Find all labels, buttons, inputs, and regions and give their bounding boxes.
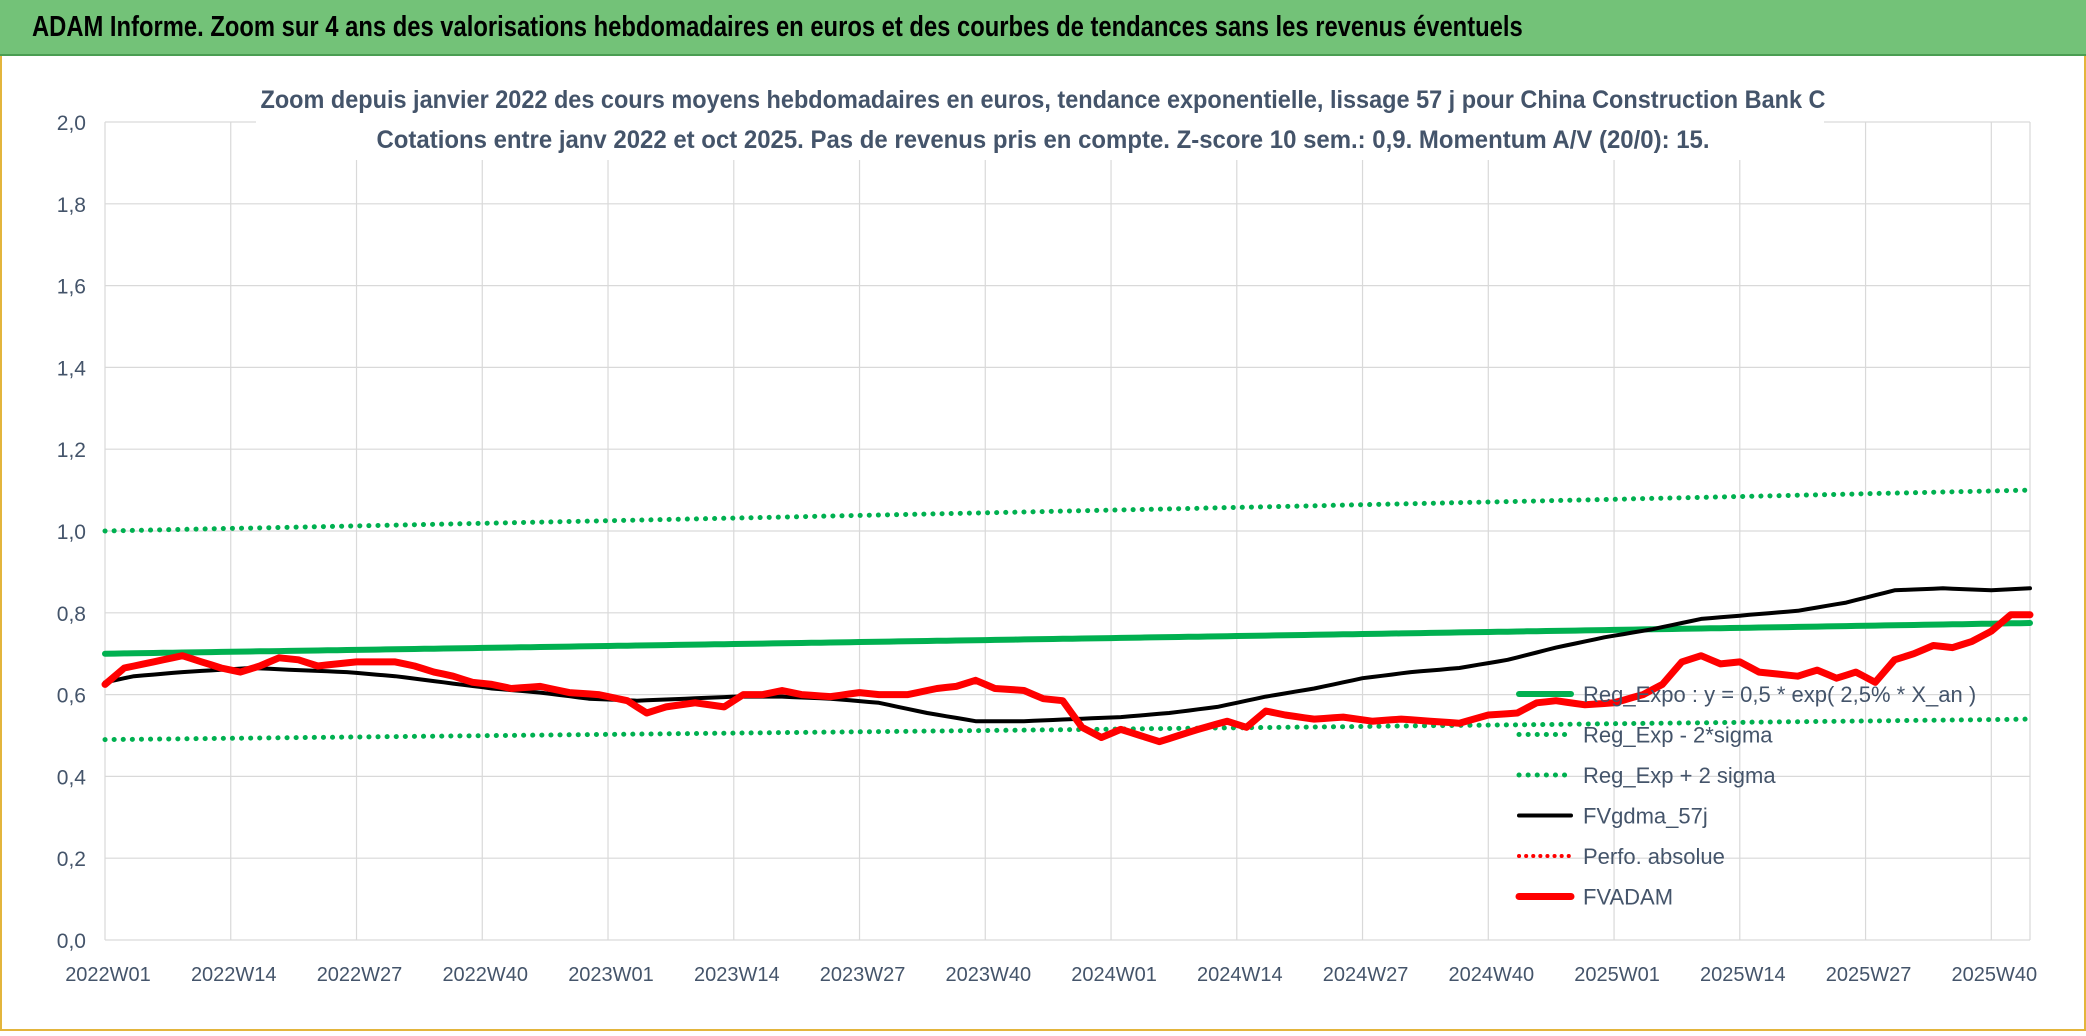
legend-label: Reg_Exp - 2*sigma [1583,723,1773,748]
chart-area: 0,0 0,2 0,4 0,6 0,8 1,0 1,2 1,4 1,6 1,8 2,0 2022W01… [0,54,2086,1031]
x-tick-label: 2023W14 [694,964,780,986]
chart-legend: Reg_Expo : y = 0,5 * exp( 2,5% * X_an ) R… [1515,682,1976,910]
reg-exp-plus-2sigma-line [102,487,2033,534]
legend-label: Reg_Expo : y = 0,5 * exp( 2,5% * X_an ) [1583,682,1976,707]
x-tick-label: 2023W01 [568,964,654,986]
y-tick-label: 1,2 [57,439,86,462]
y-tick-label: 0,2 [57,848,86,871]
x-tick-label: 2025W01 [1574,964,1660,986]
x-tick-label: 2022W40 [442,964,528,986]
x-tick-label: 2024W40 [1448,964,1534,986]
y-tick-label: 1,6 [57,276,86,299]
line-chart: 0,0 0,2 0,4 0,6 0,8 1,0 1,2 1,4 1,6 1,8 2,0 2022W01… [57,78,2037,986]
x-tick-label: 2024W01 [1071,964,1157,986]
y-tick-label: 0,6 [57,685,86,708]
x-tick-label: 2025W40 [1951,964,2037,986]
fvadam-line [101,611,2034,746]
chart-title: Zoom depuis janvier 2022 des cours moyen… [261,86,1826,114]
y-tick-label: 1,0 [57,521,86,544]
chart-title-background [256,78,1824,160]
x-tick-label: 2022W27 [317,964,403,986]
chart-subtitle: Cotations entre janv 2022 et oct 2025. P… [377,126,1710,154]
y-tick-label: 1,8 [57,194,86,217]
legend-label: FVADAM [1583,885,1673,910]
y-tick-label: 0,8 [57,603,86,626]
x-tick-label: 2023W27 [820,964,906,986]
legend-label: Perfo. absolue [1583,844,1725,869]
x-tick-label: 2025W27 [1826,964,1912,986]
y-tick-label: 0,0 [57,930,86,953]
report-title: ADAM Informe. Zoom sur 4 ans des valoris… [32,10,1523,43]
chart-grid [104,121,2031,941]
chart-series [101,487,2034,746]
reg-expo-line [102,620,2033,657]
x-tick-label: 2023W40 [945,964,1031,986]
x-tick-label: 2025W14 [1700,964,1786,986]
legend-label: Reg_Exp + 2 sigma [1583,763,1776,788]
x-tick-label: 2022W01 [65,964,151,986]
y-tick-label: 1,4 [57,357,87,380]
reg-exp-minus-2sigma-line [102,716,2033,743]
x-tick-label: 2022W14 [191,964,277,986]
fvgdma-57j-line [103,586,2032,724]
y-tick-label: 0,4 [57,766,87,789]
chart-axes: 0,0 0,2 0,4 0,6 0,8 1,0 1,2 1,4 1,6 1,8 2,0 2022W01… [57,112,2037,986]
legend-label: FVgdma_57j [1583,804,1708,829]
report-header: ADAM Informe. Zoom sur 4 ans des valoris… [0,0,2086,56]
x-tick-label: 2024W14 [1197,964,1283,986]
y-tick-label: 2,0 [57,112,86,135]
x-tick-label: 2024W27 [1323,964,1409,986]
